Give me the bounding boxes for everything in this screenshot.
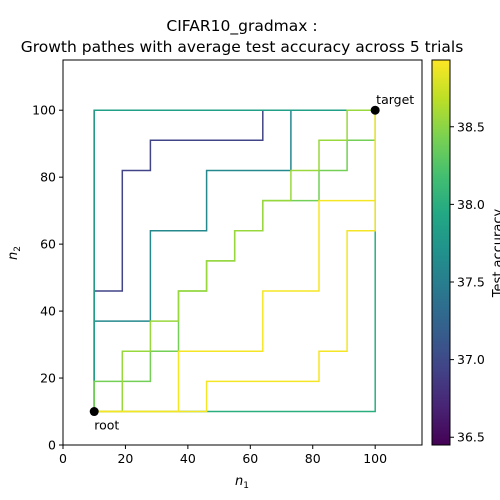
growth-path-7 — [94, 110, 375, 411]
x-tick-label: 20 — [117, 451, 133, 466]
y-axis: 0 20 40 60 80 100 — [32, 103, 63, 453]
x-tick-label: 40 — [180, 451, 196, 466]
plot-frame — [63, 60, 422, 445]
colorbar-label: Test accuracy — [491, 209, 500, 299]
colorbar-gradient — [432, 60, 450, 445]
x-tick-label: 60 — [242, 451, 258, 466]
y-tick-label: 60 — [40, 237, 56, 252]
root-point — [90, 407, 99, 416]
chart-title-line2: Growth pathes with average test accuracy… — [21, 38, 464, 56]
x-tick-label: 100 — [363, 451, 387, 466]
chart-title-line1: CIFAR10_gradmax : — [166, 17, 317, 36]
target-label: target — [376, 92, 414, 107]
colorbar-tick-label: 38.0 — [457, 197, 485, 212]
y-tick-label: 100 — [32, 103, 56, 118]
x-tick-label: 80 — [305, 451, 321, 466]
y-axis-label: n2 — [6, 246, 23, 260]
x-tick-label: 0 — [59, 451, 67, 466]
x-axis-label: n1 — [235, 474, 249, 491]
colorbar-tick-label: 37.0 — [457, 352, 485, 367]
colorbar-tick-label: 38.5 — [457, 119, 485, 134]
series-group — [94, 110, 375, 411]
colorbar-tick-label: 37.5 — [457, 274, 485, 289]
y-tick-label: 20 — [40, 371, 56, 386]
y-tick-label: 0 — [48, 438, 56, 453]
x-axis: 0 20 40 60 80 100 — [59, 445, 387, 466]
y-tick-label: 80 — [40, 170, 56, 185]
colorbar: Test accuracy 36.5 37.0 37.5 38.0 38.5 — [432, 60, 500, 445]
root-label: root — [94, 418, 119, 433]
y-tick-label: 40 — [40, 304, 56, 319]
colorbar-tick-label: 36.5 — [457, 430, 485, 445]
